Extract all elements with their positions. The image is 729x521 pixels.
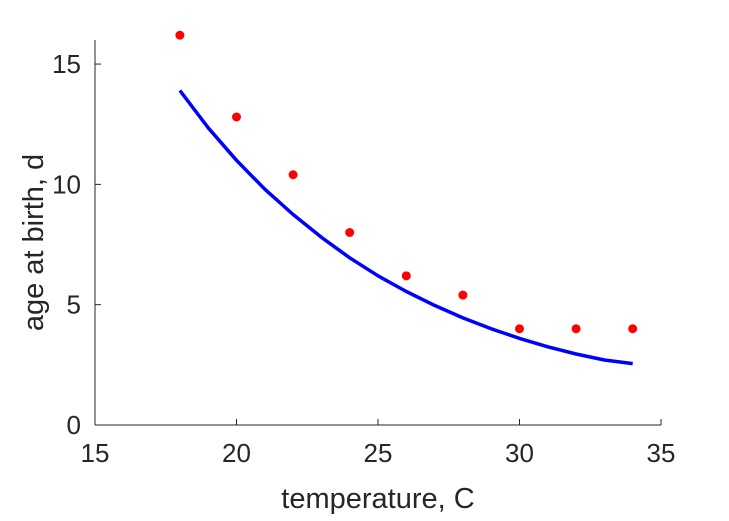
y-tick-label: 0 — [67, 410, 81, 440]
data-point — [628, 324, 638, 334]
y-tick-label: 10 — [52, 169, 81, 199]
data-point — [345, 228, 355, 237]
data-point — [175, 30, 185, 40]
axes — [94, 40, 661, 426]
x-tick-label: 35 — [647, 438, 676, 468]
x-tick-label: 25 — [364, 438, 393, 468]
fit-curve — [178, 89, 633, 366]
ticks: 15 20 25 30 35 0 5 10 15 — [52, 49, 675, 468]
y-tick-label: 5 — [67, 290, 81, 320]
y-tick-label: 15 — [52, 49, 81, 79]
data-point — [458, 290, 468, 300]
y-axis-label: age at birth, d — [18, 154, 50, 331]
data-point — [401, 271, 411, 281]
data-point — [515, 324, 524, 334]
data-point — [288, 170, 298, 180]
x-tick-label: 20 — [222, 438, 251, 468]
x-tick-label: 30 — [505, 438, 534, 468]
data-point — [232, 112, 241, 122]
data-point — [571, 324, 581, 334]
x-tick-label: 15 — [81, 438, 110, 468]
x-axis-label: temperature, C — [281, 483, 474, 515]
plot-area — [175, 30, 638, 366]
